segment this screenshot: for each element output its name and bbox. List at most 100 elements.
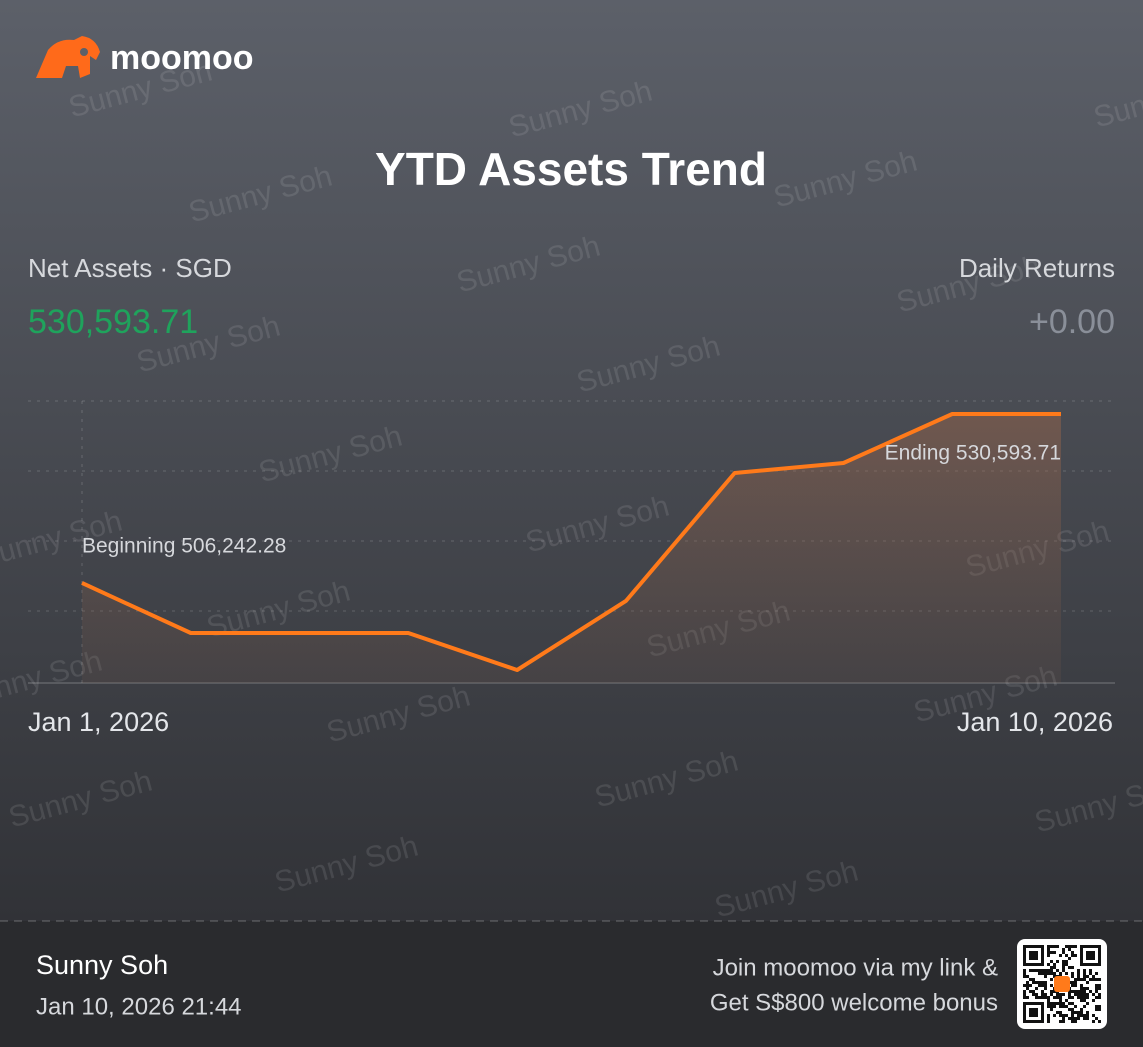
qr-module: [1068, 945, 1071, 948]
qr-module: [1080, 1014, 1083, 1017]
qr-module: [1098, 987, 1101, 990]
qr-module: [1080, 1011, 1083, 1014]
qr-module: [1056, 960, 1059, 963]
qr-module: [1053, 1005, 1056, 1008]
logo: [36, 36, 100, 78]
qr-module: [1062, 1014, 1065, 1017]
qr-module: [1023, 972, 1026, 975]
qr-module: [1083, 996, 1086, 999]
qr-module: [1062, 1005, 1065, 1008]
qr-module: [1044, 975, 1047, 978]
qr-module: [1095, 1005, 1098, 1008]
qr-module: [1044, 993, 1047, 996]
qr-module: [1080, 984, 1083, 987]
qr-module: [1056, 969, 1059, 972]
qr-module: [1059, 1005, 1062, 1008]
qr-module: [1035, 969, 1038, 972]
qr-module: [1077, 996, 1080, 999]
qr-module: [1080, 990, 1083, 993]
qr-module: [1071, 1014, 1074, 1017]
qr-module: [1068, 957, 1071, 960]
qr-module: [1077, 975, 1080, 978]
qr-module: [1038, 972, 1041, 975]
qr-module: [1077, 990, 1080, 993]
qr-module: [1050, 972, 1053, 975]
qr-module: [1038, 969, 1041, 972]
qr-code[interactable]: [1017, 939, 1107, 1029]
qr-module: [1047, 996, 1050, 999]
qr-module: [1080, 987, 1083, 990]
qr-module: [1056, 1011, 1059, 1014]
qr-module: [1050, 984, 1053, 987]
qr-module: [1071, 1017, 1074, 1020]
qr-module: [1086, 993, 1089, 996]
qr-module: [1041, 996, 1044, 999]
qr-module: [1026, 996, 1029, 999]
qr-module: [1095, 996, 1098, 999]
qr-module: [1086, 1002, 1089, 1005]
qr-module: [1029, 990, 1032, 993]
qr-module: [1050, 1008, 1053, 1011]
qr-module: [1098, 1020, 1101, 1023]
qr-module: [1068, 990, 1071, 993]
qr-module: [1059, 999, 1062, 1002]
qr-module: [1095, 972, 1098, 975]
qr-module: [1056, 996, 1059, 999]
qr-module: [1077, 1014, 1080, 1017]
qr-module: [1092, 975, 1095, 978]
qr-finder: [1086, 951, 1095, 960]
net-assets-label: Net Assets · SGD: [28, 253, 232, 283]
qr-module: [1074, 990, 1077, 993]
qr-module: [1047, 951, 1050, 954]
qr-module: [1032, 993, 1035, 996]
qr-module: [1098, 1008, 1101, 1011]
qr-module: [1041, 969, 1044, 972]
qr-module: [1086, 996, 1089, 999]
qr-module: [1041, 984, 1044, 987]
qr-module: [1053, 966, 1056, 969]
qr-module: [1095, 987, 1098, 990]
qr-module: [1029, 984, 1032, 987]
area: [82, 414, 1061, 683]
qr-module: [1044, 996, 1047, 999]
qr-module: [1065, 960, 1068, 963]
qr-module: [1029, 978, 1032, 981]
qr-module: [1062, 948, 1065, 951]
qr-module: [1032, 990, 1035, 993]
qr-module: [1023, 969, 1026, 972]
qr-module: [1083, 993, 1086, 996]
qr-module: [1059, 1014, 1062, 1017]
qr-module: [1062, 951, 1065, 954]
qr-module: [1065, 954, 1068, 957]
qr-module: [1050, 990, 1053, 993]
qr-module: [1089, 972, 1092, 975]
qr-module: [1092, 1014, 1095, 1017]
qr-module: [1071, 975, 1074, 978]
qr-module: [1098, 984, 1101, 987]
qr-module: [1062, 1017, 1065, 1020]
qr-module: [1074, 1017, 1077, 1020]
qr-module: [1071, 996, 1074, 999]
qr-module: [1053, 945, 1056, 948]
qr-module: [1092, 993, 1095, 996]
qr-module: [1026, 984, 1029, 987]
qr-module: [1068, 993, 1071, 996]
qr-module: [1080, 996, 1083, 999]
qr-module: [1080, 999, 1083, 1002]
qr-module: [1074, 984, 1077, 987]
qr-module: [1068, 1008, 1071, 1011]
x-tick-label: Jan 1, 2026: [28, 707, 169, 737]
qr-module: [1071, 1020, 1074, 1023]
qr-module: [1089, 990, 1092, 993]
qr-module: [1074, 945, 1077, 948]
qr-module: [1071, 1008, 1074, 1011]
qr-module: [1047, 1014, 1050, 1017]
qr-module: [1074, 1011, 1077, 1014]
qr-module: [1083, 1005, 1086, 1008]
qr-module: [1083, 975, 1086, 978]
qr-module: [1044, 981, 1047, 984]
x-tick-label: Jan 10, 2026: [957, 707, 1113, 737]
qr-module: [1065, 1005, 1068, 1008]
qr-module: [1029, 969, 1032, 972]
